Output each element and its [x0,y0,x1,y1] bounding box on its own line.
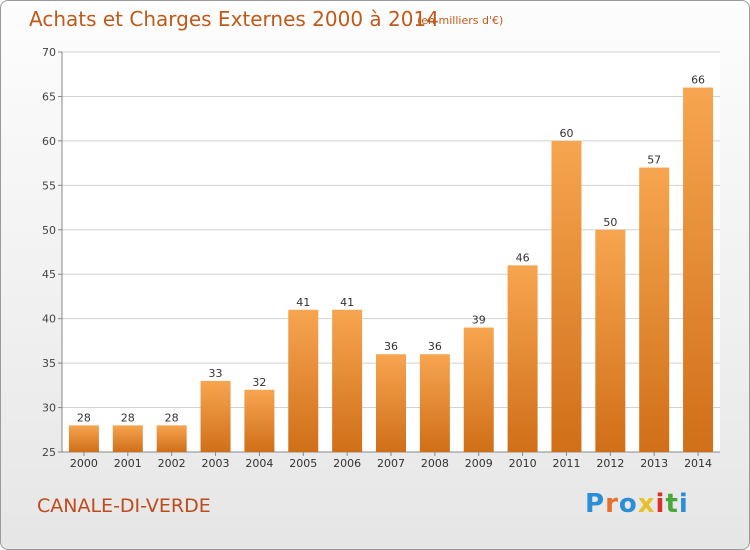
bar [595,229,626,452]
bar-value-label: 57 [647,154,661,167]
bar [244,389,275,452]
y-tick-label: 45 [42,268,56,281]
x-tick-label: 2008 [421,457,449,470]
x-tick-label: 2009 [465,457,493,470]
bar-value-label: 39 [472,314,486,327]
y-tick-label: 35 [42,357,56,370]
bar-value-label: 33 [209,367,223,380]
bar [683,87,714,453]
chart-subtitle: (en milliers d'€) [417,14,504,27]
bar [68,425,99,452]
bar [156,425,187,452]
proxiti-logo[interactable]: Proxiti [585,489,689,519]
x-tick-label: 2004 [245,457,273,470]
logo-letter: i [655,489,666,519]
x-tick-label: 2007 [377,457,405,470]
x-tick-label: 2006 [333,457,361,470]
commune-name: CANALE-DI-VERDE [37,495,211,517]
bar [463,327,494,452]
bar-value-label: 41 [340,296,354,309]
y-tick-label: 55 [42,179,56,192]
bar-value-label: 46 [516,251,530,264]
bar [507,265,538,452]
bar [551,140,582,452]
x-tick-label: 2014 [684,457,712,470]
bar [200,380,231,452]
x-tick-label: 2000 [70,457,98,470]
y-tick-label: 30 [42,402,56,415]
y-tick-label: 65 [42,90,56,103]
chart-title: Achats et Charges Externes 2000 à 2014 [29,7,439,31]
x-tick-label: 2005 [289,457,317,470]
bar-value-label: 28 [77,411,91,424]
logo-letter: r [605,489,619,519]
bar [639,167,670,453]
logo-letter: i [678,489,689,519]
bar-value-label: 36 [428,340,442,353]
bar-value-label: 36 [384,340,398,353]
y-tick-label: 70 [42,46,56,59]
bar-value-label: 28 [121,411,135,424]
bar [112,425,143,452]
logo-letter: t [665,489,679,519]
x-tick-label: 2003 [202,457,230,470]
x-tick-label: 2002 [158,457,186,470]
bar [376,354,406,452]
x-tick-label: 2010 [509,457,537,470]
logo-letter: x [637,489,656,519]
bar-value-label: 66 [691,74,705,87]
y-tick-label: 60 [42,135,56,148]
x-tick-label: 2001 [114,457,142,470]
y-tick-label: 40 [42,313,56,326]
y-tick-label: 50 [42,224,56,237]
x-tick-label: 2012 [596,457,624,470]
bar [419,354,450,452]
x-tick-label: 2011 [552,457,580,470]
bar-value-label: 60 [559,127,573,140]
bar-value-label: 41 [296,296,310,309]
x-tick-label: 2013 [640,457,668,470]
logo-letter: P [585,489,606,519]
y-tick-label: 25 [42,446,56,459]
bar [288,309,319,452]
bar [332,309,363,452]
bar-value-label: 50 [603,216,617,229]
bar-value-label: 28 [165,411,179,424]
bar-value-label: 32 [252,376,266,389]
logo-letter: o [618,489,638,519]
